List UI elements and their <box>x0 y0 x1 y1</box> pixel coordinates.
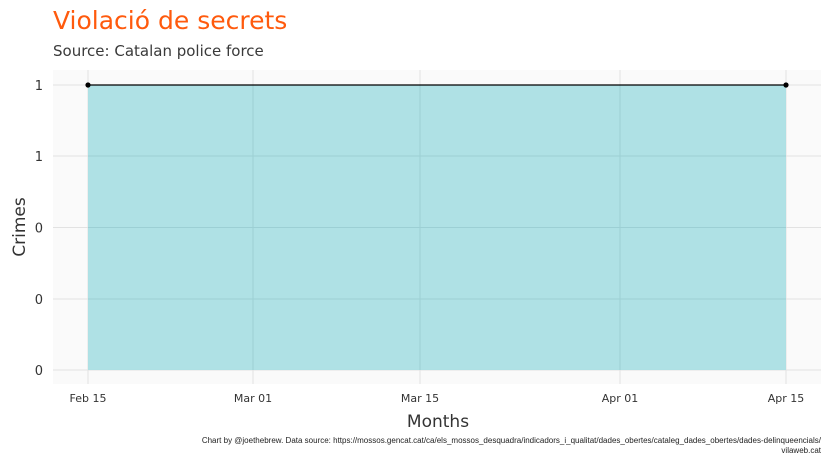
chart-caption: Chart by @joethebrew. Data source: https… <box>61 436 821 456</box>
area-layer <box>85 82 789 370</box>
x-tick-labels: Feb 15 Mar 01 Mar 15 Apr 01 Apr 15 <box>70 392 805 405</box>
x-tick-label: Feb 15 <box>70 392 107 405</box>
y-tick-label: 0 <box>35 293 43 308</box>
caption-credit: vilaweb.cat <box>781 446 821 455</box>
x-tick-label: Mar 01 <box>234 392 272 405</box>
y-tick-label: 1 <box>35 79 43 94</box>
y-tick-labels: 0 0 0 1 1 <box>35 79 43 379</box>
chart-subtitle: Source: Catalan police force <box>53 42 264 60</box>
x-tick-label: Apr 15 <box>768 392 805 405</box>
chart-title: Violació de secrets <box>53 6 288 35</box>
y-tick-label: 0 <box>35 364 43 379</box>
x-axis-title: Months <box>407 412 469 432</box>
y-tick-label: 1 <box>35 150 43 165</box>
data-point <box>783 82 789 88</box>
y-axis-title: Crimes <box>10 197 30 257</box>
caption-source: Chart by @joethebrew. Data source: https… <box>201 436 821 445</box>
data-point <box>85 82 91 88</box>
x-tick-label: Mar 15 <box>401 392 439 405</box>
x-tick-label: Apr 01 <box>602 392 639 405</box>
y-tick-label: 0 <box>35 222 43 237</box>
